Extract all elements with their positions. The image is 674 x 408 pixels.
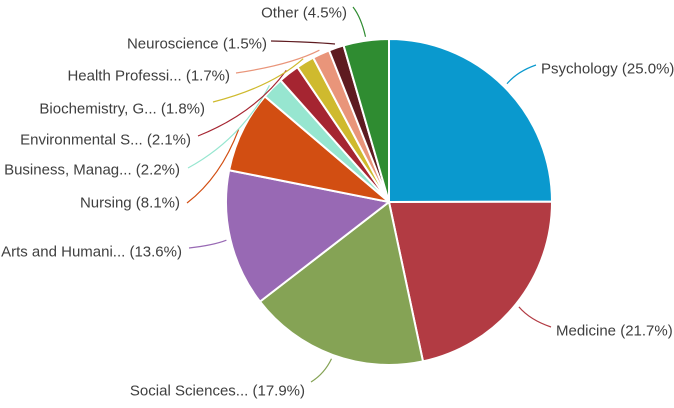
pie-label-medicine: Medicine (21.7%): [556, 323, 673, 340]
leader-line-psychology: [506, 64, 537, 85]
pie-slice-psychology[interactable]: [388, 38, 553, 203]
pie-label-social-sciences: Social Sciences... (17.9%): [130, 383, 305, 400]
pie-slice-other[interactable]: [342, 38, 390, 203]
pie-label-neuroscience: Neuroscience (1.5%): [127, 36, 267, 53]
pie-label-biochemistry-genetics: Biochemistry, G... (1.8%): [39, 101, 205, 118]
leader-line-nursing: [186, 129, 240, 204]
leader-line-biochemistry-genetics: [212, 58, 304, 103]
leader-line-other: [352, 6, 367, 37]
pie-label-environmental-science: Environmental S... (2.1%): [20, 132, 191, 149]
pie-slice-arts-and-humanities[interactable]: [225, 169, 390, 303]
leader-line-arts-and-humanities: [188, 239, 227, 249]
pie-label-health-professions: Health Professi... (1.7%): [67, 68, 230, 85]
pie-label-business-management: Business, Manag... (2.2%): [4, 162, 180, 179]
pie-label-arts-and-humanities: Arts and Humani... (13.6%): [1, 244, 182, 261]
leader-line-neuroscience: [270, 40, 336, 45]
pie-label-other: Other (4.5%): [261, 5, 347, 22]
pie-label-psychology: Psychology (25.0%): [541, 61, 674, 78]
pie-slice-medicine[interactable]: [388, 200, 554, 363]
pie-slice-social-sciences[interactable]: [258, 201, 425, 366]
leader-line-social-sciences: [310, 358, 333, 383]
leader-line-environmental-science: [197, 69, 287, 137]
leader-line-health-professions: [235, 49, 320, 74]
leader-line-medicine: [518, 306, 552, 328]
pie-label-nursing: Nursing (8.1%): [80, 195, 180, 212]
